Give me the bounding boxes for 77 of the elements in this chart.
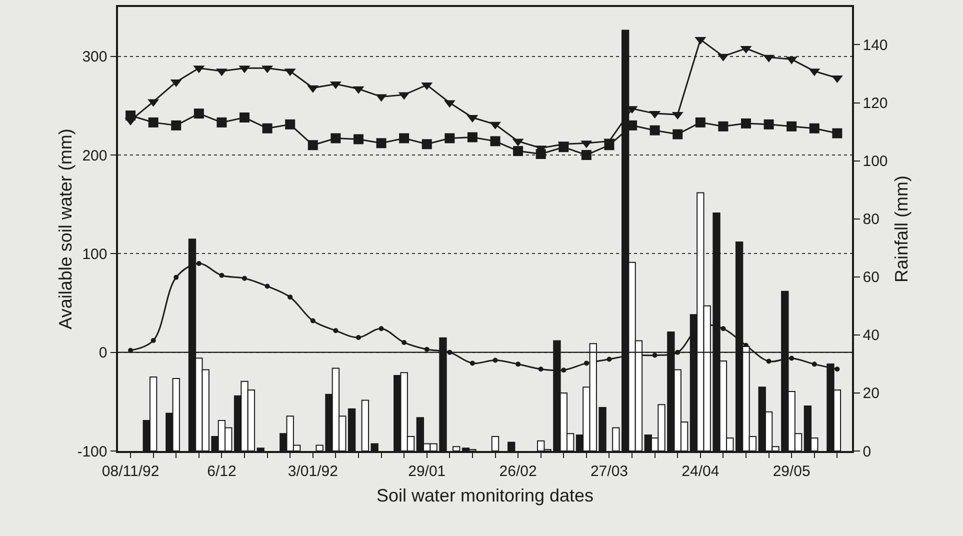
point [264, 284, 270, 289]
point [378, 326, 384, 332]
point [513, 146, 524, 156]
y-tick-label: 300 [82, 48, 108, 66]
y-tick-label: -100 [77, 443, 108, 460]
point [424, 346, 430, 352]
point [216, 117, 227, 128]
point [581, 150, 592, 160]
point [832, 128, 842, 138]
point [148, 117, 158, 128]
point [561, 368, 566, 373]
point [285, 119, 296, 130]
point [333, 328, 338, 334]
y-tick-label: 100 [82, 246, 108, 263]
point [812, 362, 817, 367]
point [467, 132, 478, 142]
point [764, 119, 774, 130]
point [584, 360, 589, 366]
point [171, 120, 182, 130]
point [786, 121, 797, 132]
point [538, 366, 544, 372]
point [720, 326, 726, 332]
point [308, 140, 318, 150]
x-tick-label: 29/01 [408, 462, 446, 480]
point [650, 125, 660, 136]
point [606, 356, 612, 362]
y2-tick-label: 80 [862, 211, 880, 228]
y-tick-label: 200 [82, 147, 108, 164]
y2-tick-label: 100 [862, 153, 888, 170]
point [766, 358, 772, 364]
point [652, 352, 658, 358]
point [353, 134, 364, 144]
y-tick-label: 0 [98, 344, 108, 362]
y2-tick-label: 0 [862, 443, 872, 460]
x-tick-label: 24/04 [682, 462, 720, 480]
point [196, 261, 202, 266]
y2-tick-label: 120 [862, 95, 888, 112]
y2-tick-label: 60 [862, 269, 880, 286]
point [150, 338, 156, 343]
point [718, 121, 728, 132]
point [194, 108, 204, 119]
point [219, 272, 224, 278]
x-tick-label: 6/12 [207, 462, 236, 480]
point [422, 139, 432, 150]
point [310, 318, 316, 324]
x-axis-title: Soil water monitoring dates [376, 485, 594, 506]
y2-tick-label: 40 [862, 327, 880, 344]
y-axis-title: Available soil water (mm) [56, 128, 76, 330]
x-tick-label: 27/03 [590, 462, 628, 480]
point [516, 362, 521, 367]
point [240, 112, 250, 123]
point [789, 356, 794, 361]
point [242, 276, 248, 281]
point [834, 366, 840, 372]
x-tick-label: 08/11/92 [102, 462, 160, 480]
point [262, 123, 272, 134]
point [444, 133, 455, 144]
point [288, 294, 293, 300]
point [399, 133, 410, 144]
y2-tick-label: 20 [862, 385, 880, 402]
point [490, 136, 500, 146]
x-tick-label: 26/02 [499, 462, 537, 480]
point [741, 118, 751, 128]
point [402, 340, 407, 345]
point [809, 123, 820, 134]
point [695, 117, 706, 128]
point [356, 335, 361, 340]
x-tick-label: 3/01/92 [288, 462, 338, 480]
point [470, 360, 475, 366]
point [330, 133, 341, 144]
point [492, 358, 498, 363]
y2-axis-title: Rainfall (mm) [892, 175, 912, 283]
point [376, 138, 386, 148]
point [672, 129, 683, 140]
x-tick-label: 29/05 [772, 462, 810, 480]
y2-tick-label: 140 [862, 36, 888, 54]
point [174, 274, 179, 280]
